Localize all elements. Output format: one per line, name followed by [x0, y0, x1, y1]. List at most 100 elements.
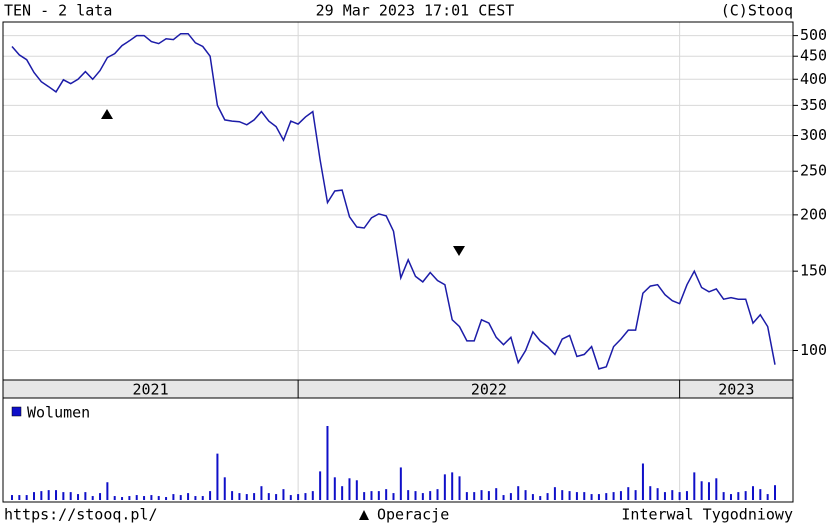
- chart-date: 29 Mar 2023 17:01 CEST: [316, 2, 515, 20]
- footer-url: https://stooq.pl/: [4, 506, 158, 524]
- volume-bar: [304, 493, 307, 500]
- volume-bar: [465, 492, 468, 500]
- volume-bar: [583, 492, 586, 500]
- y-tick-label: 150: [800, 262, 827, 280]
- volume-bar: [700, 481, 703, 500]
- y-tick-label: 250: [800, 162, 827, 180]
- volume-bar: [143, 496, 146, 500]
- volume-bar: [289, 495, 292, 500]
- volume-bar: [722, 492, 725, 500]
- legend-swatch: [11, 406, 22, 417]
- volume-bar: [407, 490, 410, 500]
- volume-bar: [656, 488, 659, 500]
- volume-bar: [399, 467, 402, 500]
- y-tick-label: 450: [800, 47, 827, 65]
- period-label: 2023: [718, 381, 754, 399]
- volume-bar: [157, 496, 160, 500]
- volume-bar: [774, 485, 776, 500]
- volume-bar: [99, 493, 102, 500]
- footer-operations: Operacje: [377, 506, 449, 524]
- volume-bar: [553, 487, 556, 500]
- volume-bar: [84, 492, 87, 500]
- volume-bar: [245, 494, 248, 500]
- volume-bar: [209, 491, 212, 500]
- volume-bar: [231, 491, 234, 500]
- volume-bar: [509, 493, 512, 500]
- volume-bar: [377, 491, 380, 500]
- volume-bar: [649, 486, 652, 500]
- volume-bar: [575, 492, 578, 500]
- volume-bar: [458, 476, 461, 500]
- volume-bar: [253, 493, 256, 500]
- volume-bar: [260, 486, 263, 500]
- volume-bar: [40, 491, 43, 500]
- volume-bar: [436, 489, 439, 500]
- volume-bar: [363, 492, 366, 500]
- grid: [3, 22, 793, 502]
- y-tick-label: 100: [800, 341, 827, 359]
- y-tick-label: 200: [800, 205, 827, 223]
- volume-bar: [165, 497, 168, 500]
- volume-bar: [326, 426, 329, 500]
- volume-bar: [106, 482, 109, 500]
- buy-marker: [101, 109, 113, 119]
- volume-bar: [546, 493, 549, 500]
- volume-bar: [55, 490, 58, 500]
- volume-bar: [487, 491, 490, 500]
- operations-icon: [359, 510, 369, 520]
- volume-bar: [737, 492, 740, 500]
- volume-bar: [348, 478, 351, 500]
- volume-bar: [671, 490, 674, 500]
- volume-bar: [223, 477, 226, 500]
- y-tick-label: 400: [800, 70, 827, 88]
- frame: [2, 21, 794, 503]
- footer-interval: Interwal Tygodniowy: [621, 506, 793, 524]
- volume-bar: [267, 493, 270, 500]
- volume-bar: [663, 492, 666, 500]
- volume-bar: [341, 486, 344, 500]
- volume-bar: [135, 495, 138, 500]
- volume-bar: [150, 495, 153, 500]
- volume-bar: [11, 495, 13, 500]
- volume-bar: [370, 491, 373, 500]
- volume-bar: [502, 495, 505, 500]
- sell-marker: [453, 246, 465, 256]
- volume-bar: [25, 495, 28, 500]
- volume-bar: [128, 496, 131, 500]
- volume-bar: [429, 491, 432, 500]
- period-label: 2022: [471, 381, 507, 399]
- volume-bar: [612, 492, 615, 500]
- volume-bar: [495, 488, 498, 500]
- volume-bar: [641, 463, 644, 500]
- volume-bar: [333, 477, 336, 500]
- volume-bar: [47, 490, 50, 500]
- volume-bar: [282, 489, 285, 500]
- volume-bar: [707, 482, 710, 500]
- y-tick-label: 350: [800, 96, 827, 114]
- volume-bar: [451, 472, 454, 500]
- volume-bar: [311, 491, 314, 500]
- chart-title: TEN - 2 lata: [4, 2, 112, 20]
- volume-bar: [113, 496, 116, 500]
- volume-bar: [685, 491, 688, 500]
- y-tick-label: 500: [800, 26, 827, 44]
- chart-source: (C)Stooq: [721, 2, 793, 20]
- volume-bar: [201, 496, 204, 500]
- volume-bar: [627, 487, 630, 500]
- volume-bar: [297, 494, 300, 500]
- volume-bar: [62, 492, 65, 500]
- volume-bar: [121, 497, 124, 500]
- y-tick-label: 300: [800, 126, 827, 144]
- volume-bar: [187, 493, 190, 500]
- volume-bar: [590, 494, 593, 500]
- volume-bar: [91, 496, 94, 500]
- volume-bar: [751, 486, 754, 500]
- volume-bar: [275, 494, 278, 500]
- volume-bar: [18, 495, 21, 500]
- volume-bar: [759, 489, 762, 500]
- price-line: [11, 32, 776, 370]
- year-band: [2, 379, 794, 399]
- volume-bar: [634, 490, 637, 500]
- period-label: 2021: [133, 381, 169, 399]
